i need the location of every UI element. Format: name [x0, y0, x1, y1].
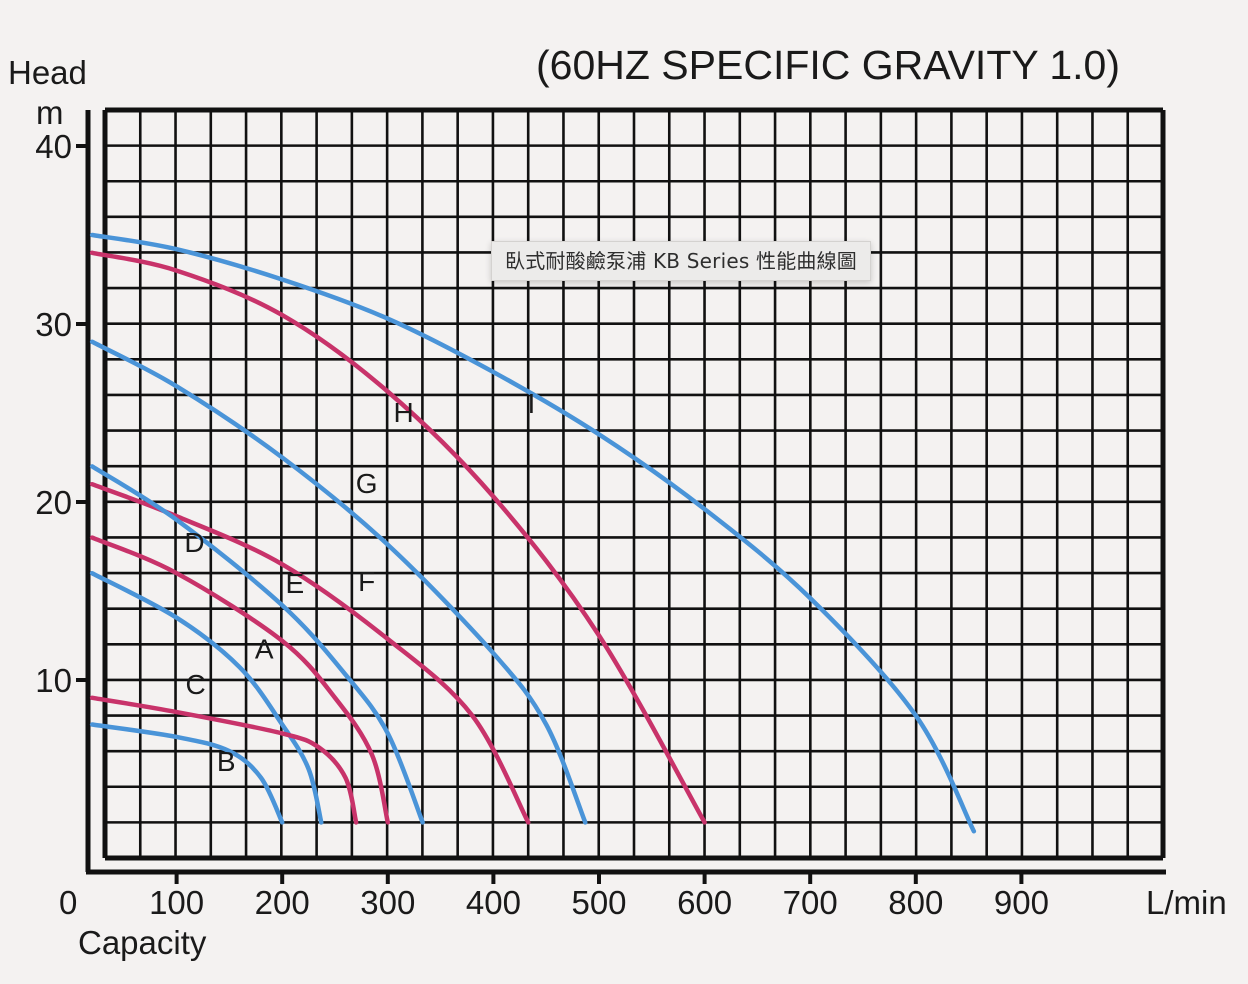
- curve-b: [89, 722, 285, 825]
- x-zero-label: 0: [59, 884, 77, 921]
- x-tick-label: 100: [149, 884, 204, 921]
- x-tick-label: 200: [255, 884, 310, 921]
- x-axis-name: Capacity: [78, 924, 207, 961]
- axis-ticks: 100 200 300 400 500 600 700 800 900 10 20 30 40: [35, 128, 1049, 921]
- x-tick-label: 500: [571, 884, 626, 921]
- curve-label-b: B: [217, 746, 236, 777]
- performance-curves: [89, 232, 977, 834]
- curve-label-f: F: [358, 566, 375, 597]
- curve-label-d: D: [184, 527, 204, 558]
- curve-label-a: A: [255, 634, 274, 665]
- y-axis-name: Head: [8, 54, 87, 91]
- y-axis-unit: m: [36, 94, 64, 131]
- curve-label-g: G: [356, 468, 378, 499]
- x-axis-unit: L/min: [1146, 884, 1227, 921]
- curve-a: [89, 570, 324, 825]
- x-tick-label: 800: [888, 884, 943, 921]
- curve-c: [89, 695, 359, 825]
- axes: [85, 110, 1166, 875]
- curve-g: [89, 339, 588, 825]
- curve-i: [89, 232, 977, 834]
- curve-f: [89, 481, 531, 825]
- curve-label-e: E: [286, 568, 305, 599]
- y-tick-label: 40: [35, 128, 72, 165]
- curve-e: [89, 464, 425, 825]
- y-tick-label: 20: [35, 484, 72, 521]
- image-tooltip: 臥式耐酸鹼泵浦 KB Series 性能曲線圖: [491, 241, 872, 281]
- curve-h: [89, 250, 707, 825]
- curve-labels: I H G F E D A C B: [184, 388, 535, 777]
- curve-label-c: C: [185, 669, 205, 700]
- x-tick-label: 900: [994, 884, 1049, 921]
- curve-label-h: H: [394, 397, 414, 428]
- grid: [102, 107, 1166, 861]
- chart-title: (60HZ SPECIFIC GRAVITY 1.0): [536, 42, 1120, 88]
- x-tick-label: 300: [360, 884, 415, 921]
- x-tick-label: 700: [783, 884, 838, 921]
- y-tick-label: 30: [35, 306, 72, 343]
- curve-d: [89, 535, 391, 825]
- x-tick-label: 400: [466, 884, 521, 921]
- curve-label-i: I: [528, 388, 536, 419]
- x-tick-label: 600: [677, 884, 732, 921]
- y-tick-label: 10: [35, 662, 72, 699]
